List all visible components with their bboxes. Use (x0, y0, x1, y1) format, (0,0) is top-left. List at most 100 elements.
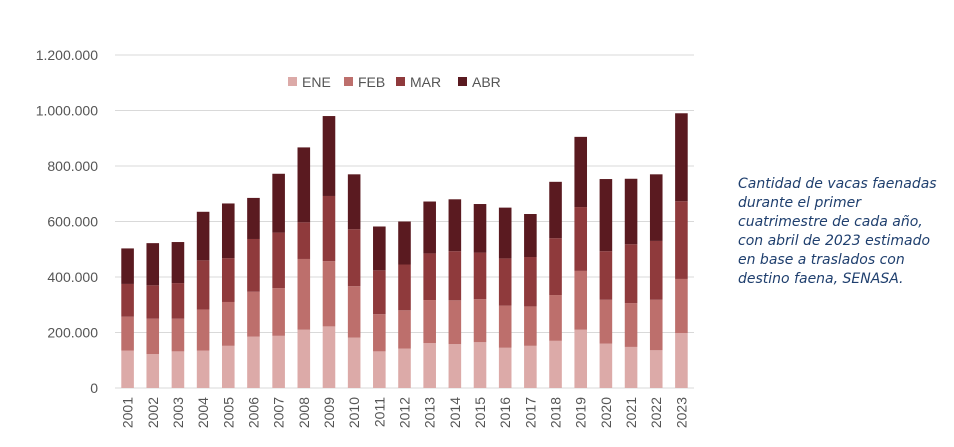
x-tick-label: 2014 (447, 397, 463, 428)
y-tick-label: 800.000 (47, 158, 98, 174)
bar-segment-mar-2004 (196, 260, 210, 310)
legend-swatch-abr (458, 77, 467, 86)
x-tick-label: 2002 (145, 397, 161, 428)
bar-segment-feb-2006 (247, 291, 260, 337)
x-tick-label: 2013 (422, 397, 438, 428)
bar-segment-abr-2011 (373, 226, 386, 271)
bar-segment-ene-2015 (473, 342, 487, 388)
bar-segment-feb-2016 (498, 305, 512, 348)
y-tick-label: 200.000 (47, 325, 98, 341)
stacked-bar-chart: 0 200.000 400.000 600.000 800.000 1.000.000 1.… (36, 47, 694, 428)
bar-segment-mar-2015 (473, 252, 487, 300)
bar-segment-ene-2016 (498, 347, 512, 388)
legend-swatch-mar (396, 77, 405, 86)
bar-segment-mar-2008 (297, 222, 311, 259)
bar-segment-feb-2009 (322, 261, 336, 327)
bar-segment-abr-2014 (448, 199, 462, 252)
bar-segment-feb-2019 (574, 270, 588, 330)
bar-segment-mar-2012 (398, 264, 411, 311)
bar-segment-ene-2020 (599, 343, 613, 388)
x-tick-label: 2012 (397, 397, 413, 428)
bar-segment-feb-2021 (624, 303, 638, 347)
x-tick-label: 2019 (573, 397, 589, 428)
x-tick-label: 2015 (472, 397, 488, 428)
x-tick-label: 2023 (673, 397, 689, 428)
bar-segment-feb-2010 (347, 286, 361, 338)
bar-segment-mar-2021 (624, 244, 638, 304)
x-tick-label: 2006 (245, 397, 261, 428)
y-tick-label: 600.000 (47, 214, 98, 230)
y-tick-label: 1.200.000 (36, 47, 98, 63)
bar-segment-mar-2018 (549, 238, 562, 296)
bar-segment-mar-2003 (171, 283, 185, 319)
x-tick-label: 2017 (522, 397, 538, 428)
bar-segment-ene-2008 (297, 329, 311, 388)
bar-segment-abr-2020 (599, 179, 613, 252)
bar-segment-mar-2013 (423, 253, 436, 301)
bar-segment-ene-2003 (171, 351, 185, 388)
bar-segment-abr-2010 (347, 174, 361, 230)
bar-segment-mar-2022 (649, 240, 663, 300)
chart-caption: Cantidad de vacas faenadas durante el pr… (738, 176, 937, 287)
y-tick-label: 1.000.000 (36, 103, 98, 119)
bar-segment-mar-2009 (322, 195, 336, 262)
x-tick-label: 2004 (195, 397, 211, 428)
bar-segment-feb-2022 (649, 299, 663, 351)
x-tick-label: 2001 (120, 397, 136, 428)
x-tick-label: 2020 (598, 397, 614, 428)
bar-segment-ene-2007 (272, 335, 285, 388)
bar-segment-mar-2019 (574, 207, 588, 271)
x-tick-label: 2009 (321, 397, 337, 428)
bar-segment-ene-2017 (524, 345, 537, 388)
legend-label-ene: ENE (302, 74, 331, 90)
bar-segment-ene-2006 (247, 336, 260, 388)
bar-segment-ene-2010 (347, 337, 361, 388)
bar-segment-ene-2018 (549, 340, 562, 388)
bar-segment-ene-2004 (196, 350, 210, 388)
bar-segment-ene-2023 (675, 333, 688, 388)
bar-segment-abr-2007 (272, 173, 285, 233)
bar-segment-ene-2012 (398, 348, 411, 388)
bar-segment-mar-2020 (599, 251, 613, 300)
bar-segment-feb-2011 (373, 314, 386, 352)
bar-segment-feb-2007 (272, 288, 285, 336)
bar-segment-abr-2009 (322, 116, 336, 196)
bar-segment-feb-2014 (448, 300, 462, 345)
x-tick-label: 2016 (497, 397, 513, 428)
bar-segment-feb-2023 (675, 278, 688, 334)
bar-segment-ene-2014 (448, 344, 462, 388)
bar-segment-mar-2017 (524, 257, 537, 307)
legend: ENE FEB MAR ABR (288, 74, 501, 90)
bar-segment-mar-2023 (675, 201, 688, 279)
bar-segment-ene-2022 (649, 350, 663, 388)
bar-segment-feb-2020 (599, 299, 613, 344)
bar-segment-feb-2008 (297, 258, 311, 330)
x-tick-label: 2011 (371, 397, 387, 427)
bar-segment-abr-2013 (423, 201, 436, 254)
bar-segment-ene-2009 (322, 326, 336, 388)
bar-segment-mar-2010 (347, 229, 361, 287)
x-tick-label: 2003 (170, 397, 186, 428)
x-tick-label: 2022 (648, 397, 664, 428)
bar-segment-ene-2002 (146, 354, 160, 388)
bar-segment-feb-2015 (473, 299, 487, 343)
bar-segment-feb-2003 (171, 318, 185, 352)
bar-segment-abr-2023 (675, 113, 688, 202)
legend-label-abr: ABR (472, 74, 501, 90)
y-tick-label: 400.000 (47, 269, 98, 285)
x-tick-label: 2007 (271, 397, 287, 428)
bar-segment-abr-2002 (146, 243, 160, 286)
bar-segment-mar-2006 (247, 238, 260, 292)
bar-segment-abr-2001 (121, 248, 134, 284)
bars (121, 113, 688, 388)
bar-segment-abr-2017 (524, 214, 537, 258)
bar-segment-mar-2001 (121, 283, 134, 317)
y-axis-ticks: 0 200.000 400.000 600.000 800.000 1.000.000 1.… (36, 47, 99, 396)
bar-segment-abr-2003 (171, 242, 185, 284)
bar-segment-feb-2001 (121, 316, 134, 351)
x-tick-label: 2021 (623, 397, 639, 428)
bar-segment-abr-2019 (574, 136, 588, 208)
bar-segment-ene-2013 (423, 343, 436, 388)
bar-segment-abr-2018 (549, 181, 562, 239)
bar-segment-abr-2016 (498, 207, 512, 259)
